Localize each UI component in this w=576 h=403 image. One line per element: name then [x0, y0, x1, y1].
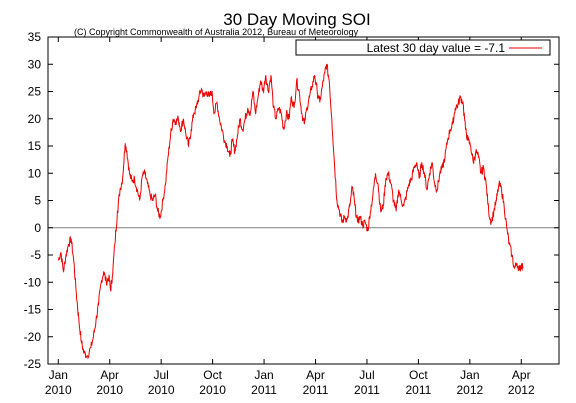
- x-tick-year-label: 2011: [405, 383, 431, 397]
- x-tick-year-label: 2011: [303, 383, 329, 397]
- legend-box: [295, 39, 551, 56]
- x-tick-month-label: Jan: [254, 368, 273, 382]
- plot-frame: [47, 36, 560, 365]
- y-tick-label: 35: [28, 30, 42, 44]
- x-tick-month-label: Oct: [409, 368, 428, 382]
- y-tick-label: 20: [28, 112, 42, 126]
- x-tick-month-label: Jan: [49, 368, 68, 382]
- y-tick-label: 0: [34, 221, 41, 235]
- x-tick-year-label: 2011: [354, 383, 380, 397]
- y-tick-label: -25: [24, 357, 42, 371]
- x-tick-year-label: 2012: [508, 383, 535, 397]
- y-tick-label: 15: [28, 139, 42, 153]
- x-tick-month-label: Apr: [100, 368, 119, 382]
- soi-series-line: [57, 63, 524, 360]
- x-tick-month-label: Oct: [203, 368, 222, 382]
- chart-subtitle: (C) Copyright Commonwealth of Australia …: [74, 27, 359, 37]
- x-tick-year-label: 2012: [456, 383, 483, 397]
- x-tick-month-label: Jul: [154, 368, 169, 382]
- x-tick-month-label: Apr: [512, 368, 531, 382]
- y-tick-label: -10: [24, 275, 42, 289]
- legend-label: Latest 30 day value = -7.1: [367, 41, 506, 55]
- legend: Latest 30 day value = -7.1: [295, 39, 551, 56]
- y-tick-label: 10: [28, 166, 42, 180]
- x-tick-year-label: 2010: [45, 383, 72, 397]
- y-axis: -25 -20 -15 -10 -5 0 5 10 15 20 25 30 35: [24, 30, 559, 371]
- y-tick-label: -5: [30, 248, 41, 262]
- x-axis: Jan2010Apr2010Jul2010Oct2010Jan2011Apr20…: [45, 37, 535, 397]
- x-tick-year-label: 2010: [199, 383, 226, 397]
- y-tick-label: 25: [28, 85, 42, 99]
- x-tick-month-label: Jan: [460, 368, 479, 382]
- x-tick-year-label: 2010: [148, 383, 175, 397]
- y-tick-label: -20: [24, 330, 42, 344]
- x-tick-month-label: Apr: [306, 368, 325, 382]
- x-tick-year-label: 2011: [251, 383, 277, 397]
- y-tick-label: 5: [34, 194, 41, 208]
- chart-title: 30 Day Moving SOI: [223, 10, 370, 29]
- y-tick-label: -15: [24, 303, 42, 317]
- x-tick-year-label: 2010: [96, 383, 123, 397]
- x-tick-month-label: Jul: [359, 368, 374, 382]
- y-tick-label: 30: [28, 57, 42, 71]
